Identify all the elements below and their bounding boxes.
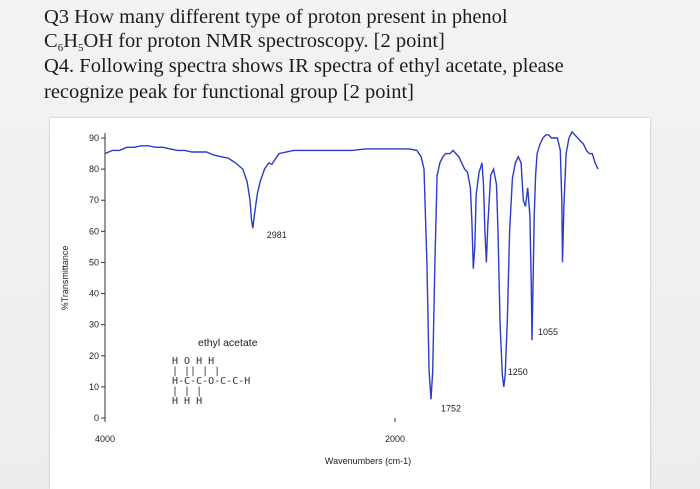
peak-label-1250: 1250 <box>508 367 528 377</box>
peak-label-2981: 2981 <box>267 230 287 240</box>
structure-line: | | | <box>172 386 202 397</box>
structure-line: H O H H <box>172 356 214 367</box>
formula-h: H <box>63 30 78 52</box>
ethyl-acetate-structure: H O H H | || | |H-C-C-O-C-C-H | | | H H … <box>172 356 250 407</box>
x-tick-label: 4000 <box>95 434 115 444</box>
y-tick-label: 70 <box>89 195 99 205</box>
y-tick-label: 20 <box>89 351 99 361</box>
y-tick-label: 40 <box>89 289 99 299</box>
ir-spectrum-card: 0 10 20 30 40 50 60 70 80 90 4000 2000 2981 1752 1250… <box>50 118 650 489</box>
question-3-line-1: Q3 How many different type of proton pre… <box>44 6 508 28</box>
ir-spectrum-chart: 0 10 20 30 40 50 60 70 80 90 4000 2000 2981 1752 1250… <box>60 130 599 466</box>
question-3-line-2: C6H5OH for proton NMR spectroscopy. [2 p… <box>44 30 445 59</box>
formula-c: C <box>44 30 58 52</box>
y-tick-label: 0 <box>94 413 99 423</box>
y-tick-label: 60 <box>89 226 99 236</box>
y-tick-label: 90 <box>89 133 99 143</box>
peak-label-1752: 1752 <box>441 403 461 413</box>
subscript-6: 6 <box>57 42 64 54</box>
question-4-line-1: Q4. Following spectra shows IR spectra o… <box>44 55 564 77</box>
subscript-5: 5 <box>78 42 84 54</box>
structure-line: H H H <box>172 396 202 407</box>
structure-line: H-C-C-O-C-C-H <box>172 376 250 387</box>
y-tick-label: 80 <box>89 164 99 174</box>
y-axis-label: %Transmittance <box>60 246 70 311</box>
question-3-line-2-rest: OH for proton NMR spectroscopy. [2 point… <box>83 30 445 52</box>
peak-label-1055: 1055 <box>538 327 558 337</box>
compound-label: ethyl acetate <box>198 337 258 349</box>
y-tick-label: 10 <box>89 382 99 392</box>
x-axis-label: Wavenumbers (cm-1) <box>325 456 411 466</box>
x-tick-label: 2000 <box>385 434 405 444</box>
structure-line: | || | | <box>172 366 220 377</box>
spectrum-trace <box>104 130 599 400</box>
question-4-line-2: recognize peak for functional group [2 p… <box>44 81 415 103</box>
y-tick-label: 50 <box>89 257 99 267</box>
y-tick-label: 30 <box>89 320 99 330</box>
